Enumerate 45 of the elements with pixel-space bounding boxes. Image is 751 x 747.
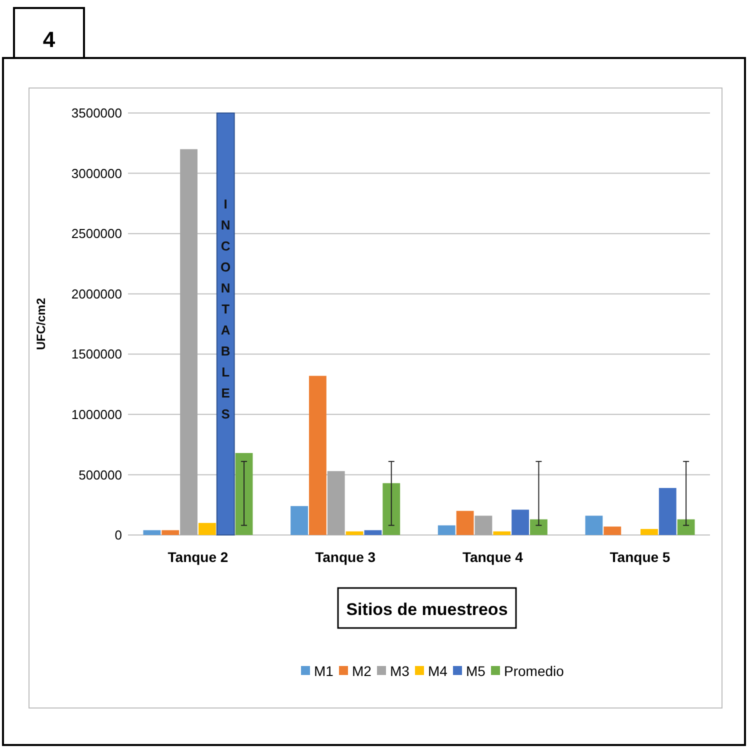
x-axis-title: Sitios de muestreos [346,600,508,619]
bar [658,488,676,535]
legend-label: M3 [390,662,410,679]
bar [585,516,603,535]
bar [456,510,474,535]
y-tick-label: 1500000 [71,346,122,362]
bar [604,526,622,535]
bar [216,112,235,536]
bar [143,530,161,535]
y-tick-label: 500000 [78,467,122,482]
bar [382,483,400,535]
y-tick-label: 1000000 [71,406,122,422]
bar [474,516,492,535]
bar [180,149,198,535]
y-tick-label: 2000000 [71,286,122,302]
legend-label: M4 [428,662,448,679]
bar [438,525,456,535]
bar [493,531,511,535]
legend-label: Promedio [504,662,564,679]
y-tick-label: 0 [114,528,122,543]
x-tick-label: Tanque 2 [168,549,228,565]
bar [530,519,548,535]
legend-label: M2 [352,662,372,679]
y-tick-label: 2500000 [71,226,122,242]
bar [640,528,658,535]
y-tick-label: 3000000 [71,166,122,181]
x-tick-label: Tanque 5 [610,549,670,565]
bar [512,510,530,535]
bar [290,506,308,535]
annotation: INCONTABLES [218,196,234,428]
legend-label: M5 [466,662,486,679]
y-tick-label: 3500000 [71,106,122,121]
bar [327,471,345,535]
bar [235,453,253,535]
x-tick-label: Tanque 4 [462,549,524,565]
bar [198,522,216,535]
x-tick-label: Tanque 3 [315,549,376,565]
bar [162,530,180,535]
bar [346,531,364,535]
y-axis-title: UFC/cm2 [34,298,48,350]
legend-label: M1 [314,662,334,679]
bar [308,376,326,535]
bar [364,530,382,535]
bar [677,519,695,535]
text: 4 [42,27,56,52]
